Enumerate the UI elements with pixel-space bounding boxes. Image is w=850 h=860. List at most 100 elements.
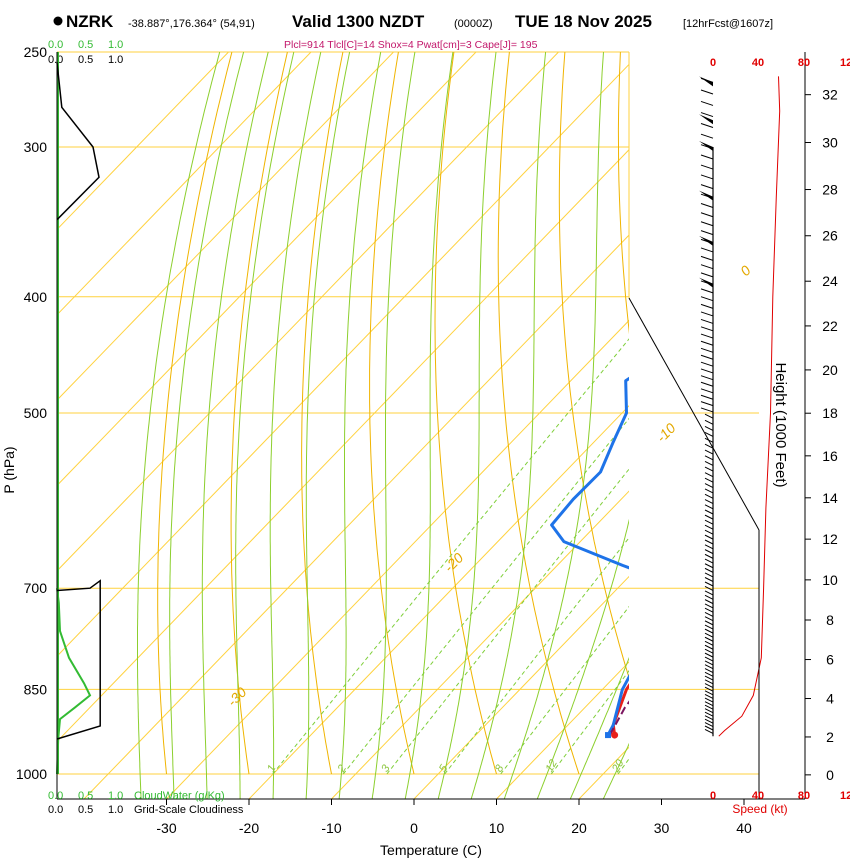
pressure-tick-1000: 1000: [16, 766, 47, 782]
wind-pennant: [699, 277, 713, 288]
height-tick-2: 2: [826, 729, 834, 745]
wind-pennant: [699, 76, 713, 87]
mixing-ratio-label-1: 1: [265, 763, 278, 774]
surface-dewpoint-point: [605, 732, 612, 739]
dry-adiabat--30: [157, 52, 233, 775]
wind-barb: [700, 381, 714, 387]
height-tick-4: 4: [826, 691, 834, 707]
pressure-tick-400: 400: [24, 289, 48, 305]
x-tick-label--10: -10: [321, 820, 341, 836]
wind-barb: [700, 230, 714, 236]
dry-adiabat-80: [842, 52, 850, 774]
pressure-axis-label: P (hPa): [1, 446, 17, 493]
x-tick-label-40: 40: [736, 820, 752, 836]
wind-barb: [704, 652, 714, 658]
pressure-tick-500: 500: [24, 405, 48, 421]
wind-barb: [704, 660, 714, 666]
wind-barb: [704, 599, 714, 605]
mixing-ratio-1: [272, 338, 629, 775]
left-profiles: [56, 52, 101, 775]
wind-barb: [704, 549, 714, 555]
scale-bottom-green-2: 1.0: [108, 790, 123, 802]
isotherm--110: [57, 52, 229, 231]
temperature-axis-label: Temperature (C): [380, 842, 482, 858]
scale-bottom-black-1: 0.5: [78, 804, 93, 816]
wind-barb: [704, 563, 714, 569]
x-tick-label-10: 10: [489, 820, 505, 836]
scale-top-black-1: 0.5: [78, 54, 93, 66]
wind-barb: [704, 718, 714, 724]
wind-barb: [700, 361, 714, 367]
height-tick-22: 22: [822, 318, 838, 334]
isotherm--60: [57, 63, 629, 657]
mixing-ratio-lines: [272, 338, 629, 775]
dry-adiabat--20: [230, 52, 288, 775]
wind-barb: [700, 407, 714, 413]
isotherm-label-8: 0: [737, 262, 754, 279]
wind-barb: [704, 539, 714, 545]
wind-barb: [704, 477, 714, 483]
wind-barb: [704, 648, 714, 654]
pressure-ticks: 250 300 400 500 700 850 1000: [16, 44, 47, 782]
dry-adiabat-30: [558, 52, 629, 680]
wind-barb: [704, 701, 714, 707]
scale-top-black-2: 1.0: [108, 54, 123, 66]
wind-barb: [704, 493, 714, 499]
wind-barb: [700, 388, 714, 394]
isotherm--20: [248, 405, 629, 799]
height-tick-0: 0: [826, 767, 834, 783]
height-tick-12: 12: [822, 531, 838, 547]
legend-cloudwater: CloudWater (g/Kg): [134, 790, 225, 802]
wind-barb: [700, 375, 714, 381]
temperature-ticks: -30 -20 -10 0 10 20 30 40: [156, 799, 752, 836]
wind-barb: [704, 483, 714, 489]
height-tick-26: 26: [822, 228, 838, 244]
wind-barb: [704, 586, 714, 591]
moist-adiabat-2: [404, 52, 454, 799]
wind-barb: [704, 413, 714, 419]
pressure-tick-250: 250: [24, 44, 48, 60]
wind-barb: [700, 288, 714, 294]
temperature-line: [611, 683, 629, 736]
cloud-water-profile: [56, 588, 92, 775]
wind-barb: [700, 401, 714, 407]
wind-barb: [704, 616, 714, 622]
wind-barb: [704, 620, 714, 626]
wind-barb: [704, 694, 714, 699]
wind-barb: [700, 368, 714, 374]
moist-adiabat--2: [371, 52, 416, 799]
mixing-ratio-label-20: 20: [610, 757, 627, 775]
isotherm-0: [413, 575, 629, 799]
speed-top-40: 40: [752, 57, 764, 69]
scale-top-black-0: 0.0: [48, 54, 63, 66]
wind-barb: [704, 514, 714, 520]
dry-adiabat-0: [369, 52, 415, 775]
sounding-indices: Plcl=914 Tlcl[C]=14 Shox=4 Pwat[cm]=3 Ca…: [284, 39, 538, 51]
speed-top-120: 12: [840, 57, 850, 69]
parcel-line: [608, 700, 629, 736]
station-coords: -38.887°,176.364° (54,91): [128, 18, 255, 30]
isotherm-labels: -10 -20 -30 0: [224, 262, 754, 709]
moist-adiabat--6: [338, 52, 382, 799]
moist-adiabat-18: [536, 518, 629, 799]
moist-adiabat-34: [669, 52, 850, 799]
wind-barb: [704, 656, 714, 662]
wind-barb: [700, 174, 714, 180]
height-tick-16: 16: [822, 448, 838, 464]
wind-barb: [704, 529, 714, 535]
speed-top-0: 0: [710, 57, 716, 69]
wind-barb: [704, 544, 714, 550]
isotherm--90: [57, 52, 394, 401]
wind-barb: [700, 123, 714, 128]
wind-barb: [700, 318, 714, 324]
dry-adiabat--10: [301, 52, 344, 775]
wind-barb: [704, 581, 714, 587]
wind-barb: [700, 133, 714, 139]
wind-barb: [704, 509, 714, 515]
wind-barb: [704, 722, 714, 728]
mixing-ratio-8: [500, 605, 629, 775]
wind-barb: [704, 567, 714, 573]
valid-time: Valid 1300 NZDT: [292, 12, 425, 31]
wind-barb: [704, 708, 714, 714]
x-tick-label--20: -20: [239, 820, 259, 836]
